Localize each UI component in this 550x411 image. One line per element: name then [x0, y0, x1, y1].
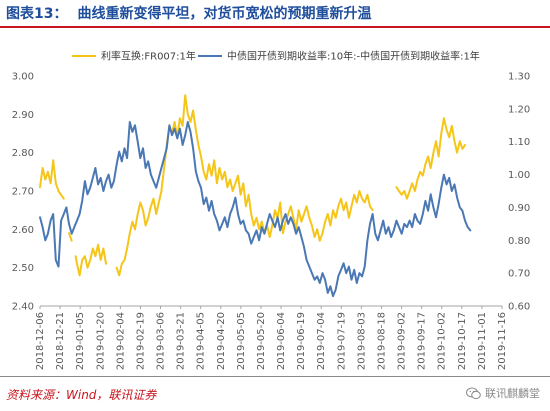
x-tick-label: 2019-02-19: [135, 312, 146, 370]
y-right-tick-label: 0.70: [508, 269, 530, 280]
x-tick-label: 2019-09-02: [397, 312, 408, 370]
y-right-tick-label: 0.90: [508, 203, 530, 214]
y-left-tick-label: 2.50: [12, 263, 34, 274]
line-chart: 2.40 2.50 2.60 2.70 2.80 2.90 3.00 0.60 0.70 0.80…: [12, 50, 531, 371]
x-tick-label: 2019-01-20: [95, 312, 106, 370]
chart-legend: 利率互换:FR007:1年 中债国开债到期收益率:10年:-中债国开债到期收益率:…: [72, 50, 480, 63]
series-fr007-line: [68, 232, 73, 242]
x-tick-label: 2019-06-19: [296, 312, 307, 370]
x-tick-label: 2019-07-04: [316, 312, 327, 370]
x-tick-label: 2019-08-03: [356, 312, 367, 370]
chart-axes: 2.40 2.50 2.60 2.70 2.80 2.90 3.00 0.60 0.70 0.80…: [12, 72, 531, 371]
x-tick-label: 2019-03-21: [176, 312, 187, 370]
series-fr007-line: [39, 159, 65, 200]
y-left-tick-label: 2.70: [12, 187, 34, 198]
chart-title: 曲线重新变得平坦，对货币宽松的预期重新升温: [77, 6, 372, 22]
y-right-tick-label: 0.80: [508, 236, 530, 247]
series-fr007-line: [395, 117, 466, 200]
y-left-tick-label: 2.40: [12, 302, 34, 313]
x-tick-label: 2019-03-06: [156, 312, 167, 370]
x-tick-label: 2019-06-04: [276, 312, 287, 370]
x-tick-label: 2019-05-05: [236, 312, 247, 370]
watermark-text: 联讯麒麟堂: [485, 387, 540, 400]
y-right-tick-label: 0.60: [508, 302, 530, 313]
x-tick-label: 2019-10-02: [437, 312, 448, 370]
title-divider: [0, 26, 550, 28]
y-left-tick-label: 3.00: [12, 72, 34, 83]
x-tick-label: 2019-05-20: [256, 312, 267, 370]
x-tick-label: 2019-11-16: [497, 312, 508, 370]
x-tick-label: 2019-07-19: [336, 312, 347, 370]
y-left-tick-label: 2.90: [12, 110, 34, 121]
x-tick-label: 2018-12-21: [55, 312, 66, 370]
x-tick-label: 2019-11-01: [477, 312, 488, 370]
y-right-tick-label: 1.10: [508, 137, 530, 148]
series-fr007-line: [115, 94, 374, 277]
y-left-tick-label: 2.60: [12, 225, 34, 236]
x-tick-label: 2019-02-04: [115, 312, 126, 370]
y-right-tick-label: 1.00: [508, 170, 530, 181]
wechat-icon: [466, 387, 481, 399]
x-tick-label: 2019-04-05: [196, 312, 207, 370]
watermark: 联讯麒麟堂: [466, 385, 540, 401]
x-tick-label: 2018-12-06: [35, 312, 46, 370]
footer-divider: [0, 376, 550, 377]
legend-fr007-label: 利率互换:FR007:1年: [101, 50, 196, 63]
x-tick-label: 2019-01-05: [75, 312, 86, 370]
x-tick-label: 2019-09-17: [417, 312, 428, 370]
source-note: 资料来源：Wind，联讯证券: [6, 388, 157, 402]
x-tick-label: 2019-10-17: [457, 312, 468, 370]
chart-lines: [39, 94, 472, 298]
y-right-tick-label: 1.20: [508, 104, 530, 115]
x-tick-label: 2019-08-18: [376, 312, 387, 370]
figure-label: 图表13：: [6, 6, 68, 22]
figure-title: 图表13： 曲线重新变得平坦，对货币宽松的预期重新升温: [6, 3, 371, 23]
y-left-tick-label: 2.80: [12, 148, 34, 159]
legend-spread-label: 中债国开债到期收益率:10年:-中债国开债到期收益率:1年: [227, 50, 480, 63]
series-spread-line: [39, 121, 472, 298]
series-fr007-line: [74, 243, 107, 277]
y-right-tick-label: 1.30: [508, 72, 530, 83]
x-tick-label: 2019-04-20: [216, 312, 227, 370]
